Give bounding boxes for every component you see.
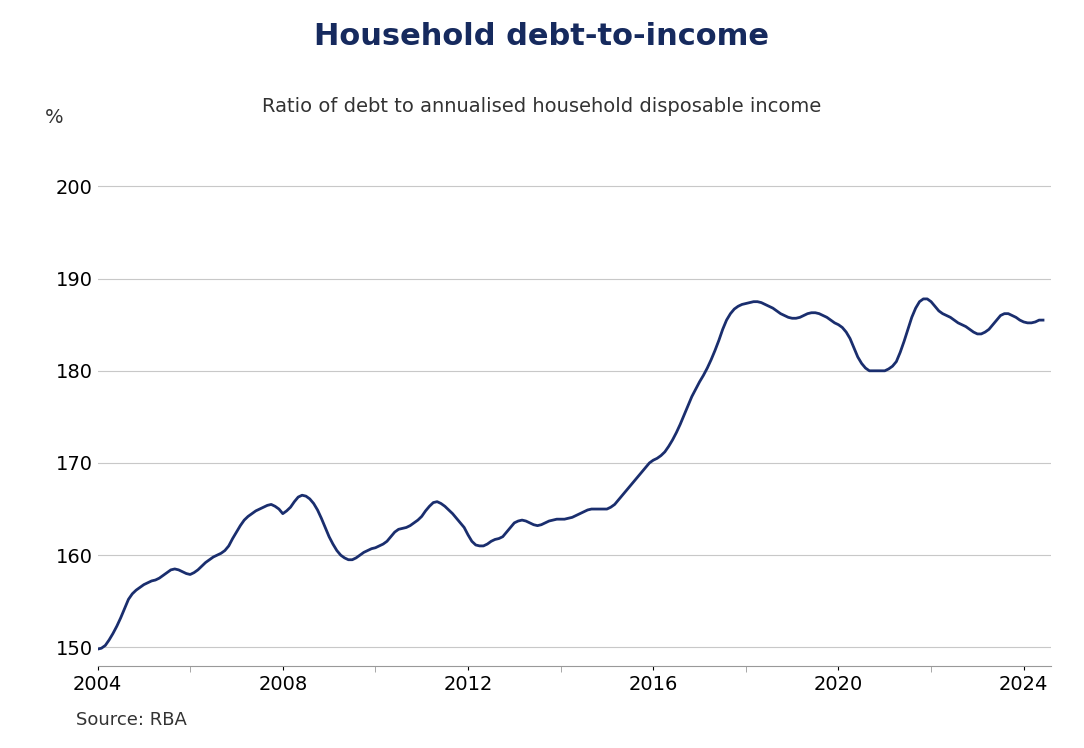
Text: %: % <box>46 108 64 127</box>
Text: Ratio of debt to annualised household disposable income: Ratio of debt to annualised household di… <box>262 97 822 116</box>
Text: Household debt-to-income: Household debt-to-income <box>314 22 770 52</box>
Text: Source: RBA: Source: RBA <box>76 711 186 729</box>
